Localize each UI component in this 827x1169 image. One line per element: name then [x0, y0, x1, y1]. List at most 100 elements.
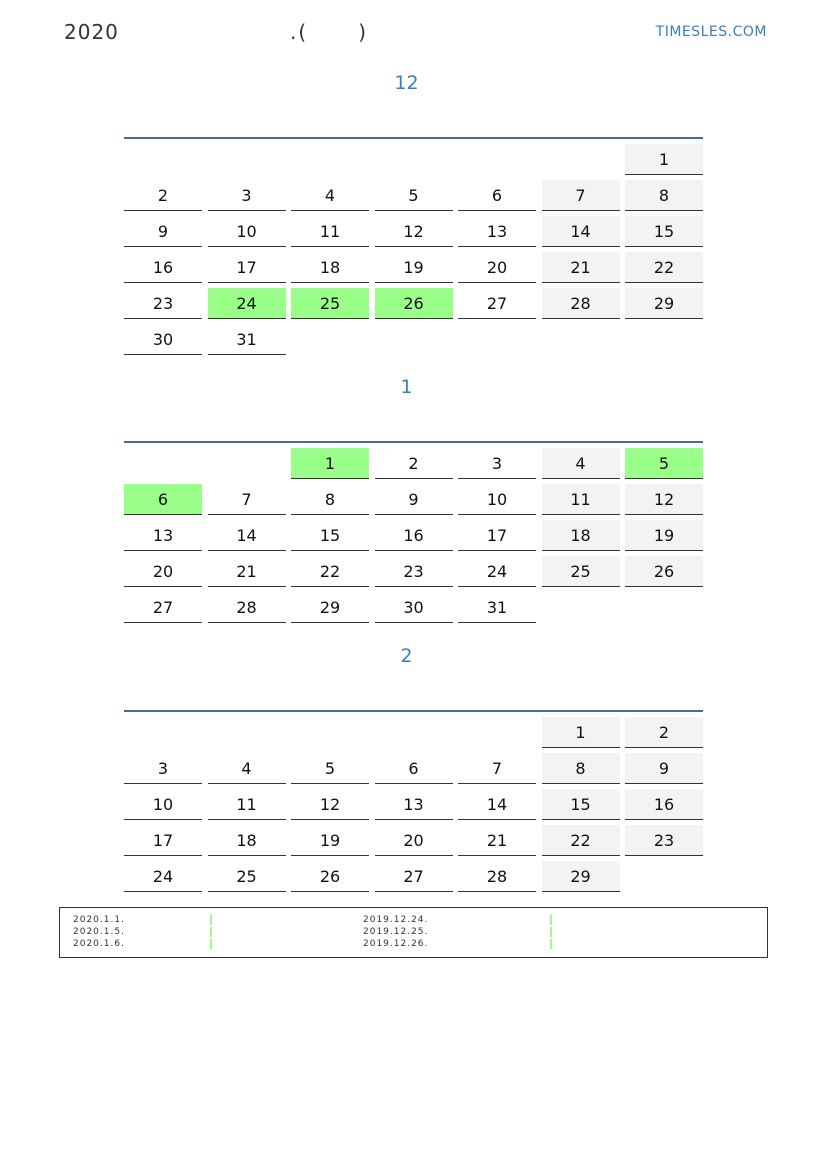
day-cell: 7: [458, 753, 536, 784]
day-cell: 30: [374, 592, 453, 623]
day-cell: 23: [124, 288, 202, 319]
day-cell: 17: [207, 252, 286, 283]
day-cell: 28: [458, 861, 536, 892]
day-cell: 29: [625, 288, 703, 319]
day-cell: 9: [625, 753, 703, 784]
day-cell: 11: [541, 484, 620, 515]
legend-item: 2019.12.24.: [363, 915, 429, 925]
day-cell: 23: [625, 825, 703, 856]
day-cell: 30: [124, 324, 202, 355]
day-cell: 22: [541, 825, 620, 856]
day-cell: 23: [374, 556, 453, 587]
holiday-marker: [210, 915, 212, 925]
holiday-marker: [550, 939, 552, 949]
day-cell: 14: [207, 520, 286, 551]
day-cell: 3: [207, 180, 286, 211]
day-cell: 20: [458, 252, 536, 283]
day-cell: 24: [207, 288, 286, 319]
day-cell: 10: [124, 789, 202, 820]
day-cell: 11: [291, 216, 369, 247]
month-rule: [124, 441, 703, 443]
day-cell: 21: [207, 556, 286, 587]
day-cell: 9: [374, 484, 453, 515]
day-cell: 19: [291, 825, 369, 856]
day-cell: 25: [541, 556, 620, 587]
legend-item: 2020.1.5.: [73, 927, 125, 937]
day-cell: 13: [374, 789, 453, 820]
day-cell: 13: [124, 520, 202, 551]
day-cell: 21: [541, 252, 620, 283]
day-cell: 27: [124, 592, 202, 623]
day-cell: 12: [291, 789, 369, 820]
day-cell: 26: [291, 861, 369, 892]
day-cell: 12: [625, 484, 703, 515]
site-link[interactable]: TIMESLES.COM: [655, 24, 767, 40]
day-cell: 22: [291, 556, 369, 587]
day-cell: 15: [291, 520, 369, 551]
holiday-marker: [550, 927, 552, 937]
day-cell: 2: [124, 180, 202, 211]
day-cell: 5: [374, 180, 453, 211]
day-cell: 29: [541, 861, 620, 892]
day-cell: 14: [458, 789, 536, 820]
day-cell: 27: [458, 288, 536, 319]
day-cell: 1: [541, 717, 620, 748]
day-cell: 28: [207, 592, 286, 623]
day-cell: 24: [124, 861, 202, 892]
day-cell: 6: [124, 484, 202, 515]
day-cell: 17: [458, 520, 536, 551]
day-cell: 8: [291, 484, 369, 515]
day-cell: 27: [374, 861, 453, 892]
day-cell: 8: [625, 180, 703, 211]
legend-item: 2020.1.6.: [73, 939, 125, 949]
month-title: 12: [394, 72, 419, 94]
day-cell: 18: [291, 252, 369, 283]
day-cell: 31: [458, 592, 536, 623]
day-cell: 4: [207, 753, 286, 784]
day-cell: 17: [124, 825, 202, 856]
month-title: 2: [400, 645, 413, 667]
header-year: 2020: [64, 20, 119, 44]
day-cell: 19: [374, 252, 453, 283]
day-cell: 22: [625, 252, 703, 283]
day-cell: 6: [374, 753, 453, 784]
day-cell: 3: [458, 448, 536, 479]
day-cell: 26: [374, 288, 453, 319]
day-cell: 19: [625, 520, 703, 551]
day-cell: 21: [458, 825, 536, 856]
day-cell: 20: [374, 825, 453, 856]
holiday-marker: [550, 915, 552, 925]
day-cell: 15: [625, 216, 703, 247]
day-cell: 7: [541, 180, 620, 211]
day-cell: 26: [625, 556, 703, 587]
day-cell: 28: [541, 288, 620, 319]
day-cell: 25: [207, 861, 286, 892]
day-cell: 10: [207, 216, 286, 247]
day-cell: 5: [625, 448, 703, 479]
day-cell: 9: [124, 216, 202, 247]
holiday-legend: 2020.1.1. 2020.1.5. 2020.1.6. 2019.12.24…: [59, 907, 768, 958]
day-cell: 6: [458, 180, 536, 211]
legend-item: 2019.12.25.: [363, 927, 429, 937]
legend-item: 2020.1.1.: [73, 915, 125, 925]
month-rule: [124, 137, 703, 139]
day-cell: 1: [291, 448, 369, 479]
day-cell: 2: [374, 448, 453, 479]
day-cell: 4: [541, 448, 620, 479]
day-cell: 13: [458, 216, 536, 247]
day-cell: 12: [374, 216, 453, 247]
header-subtitle: .( ): [290, 20, 369, 44]
day-cell: 31: [207, 324, 286, 355]
day-cell: 5: [291, 753, 369, 784]
day-cell: 4: [291, 180, 369, 211]
day-cell: 2: [625, 717, 703, 748]
day-cell: 18: [207, 825, 286, 856]
day-cell: 16: [124, 252, 202, 283]
month-title: 1: [400, 376, 413, 398]
day-cell: 18: [541, 520, 620, 551]
day-cell: 29: [291, 592, 369, 623]
day-cell: 16: [625, 789, 703, 820]
day-cell: 10: [458, 484, 536, 515]
day-cell: 14: [541, 216, 620, 247]
holiday-marker: [210, 927, 212, 937]
